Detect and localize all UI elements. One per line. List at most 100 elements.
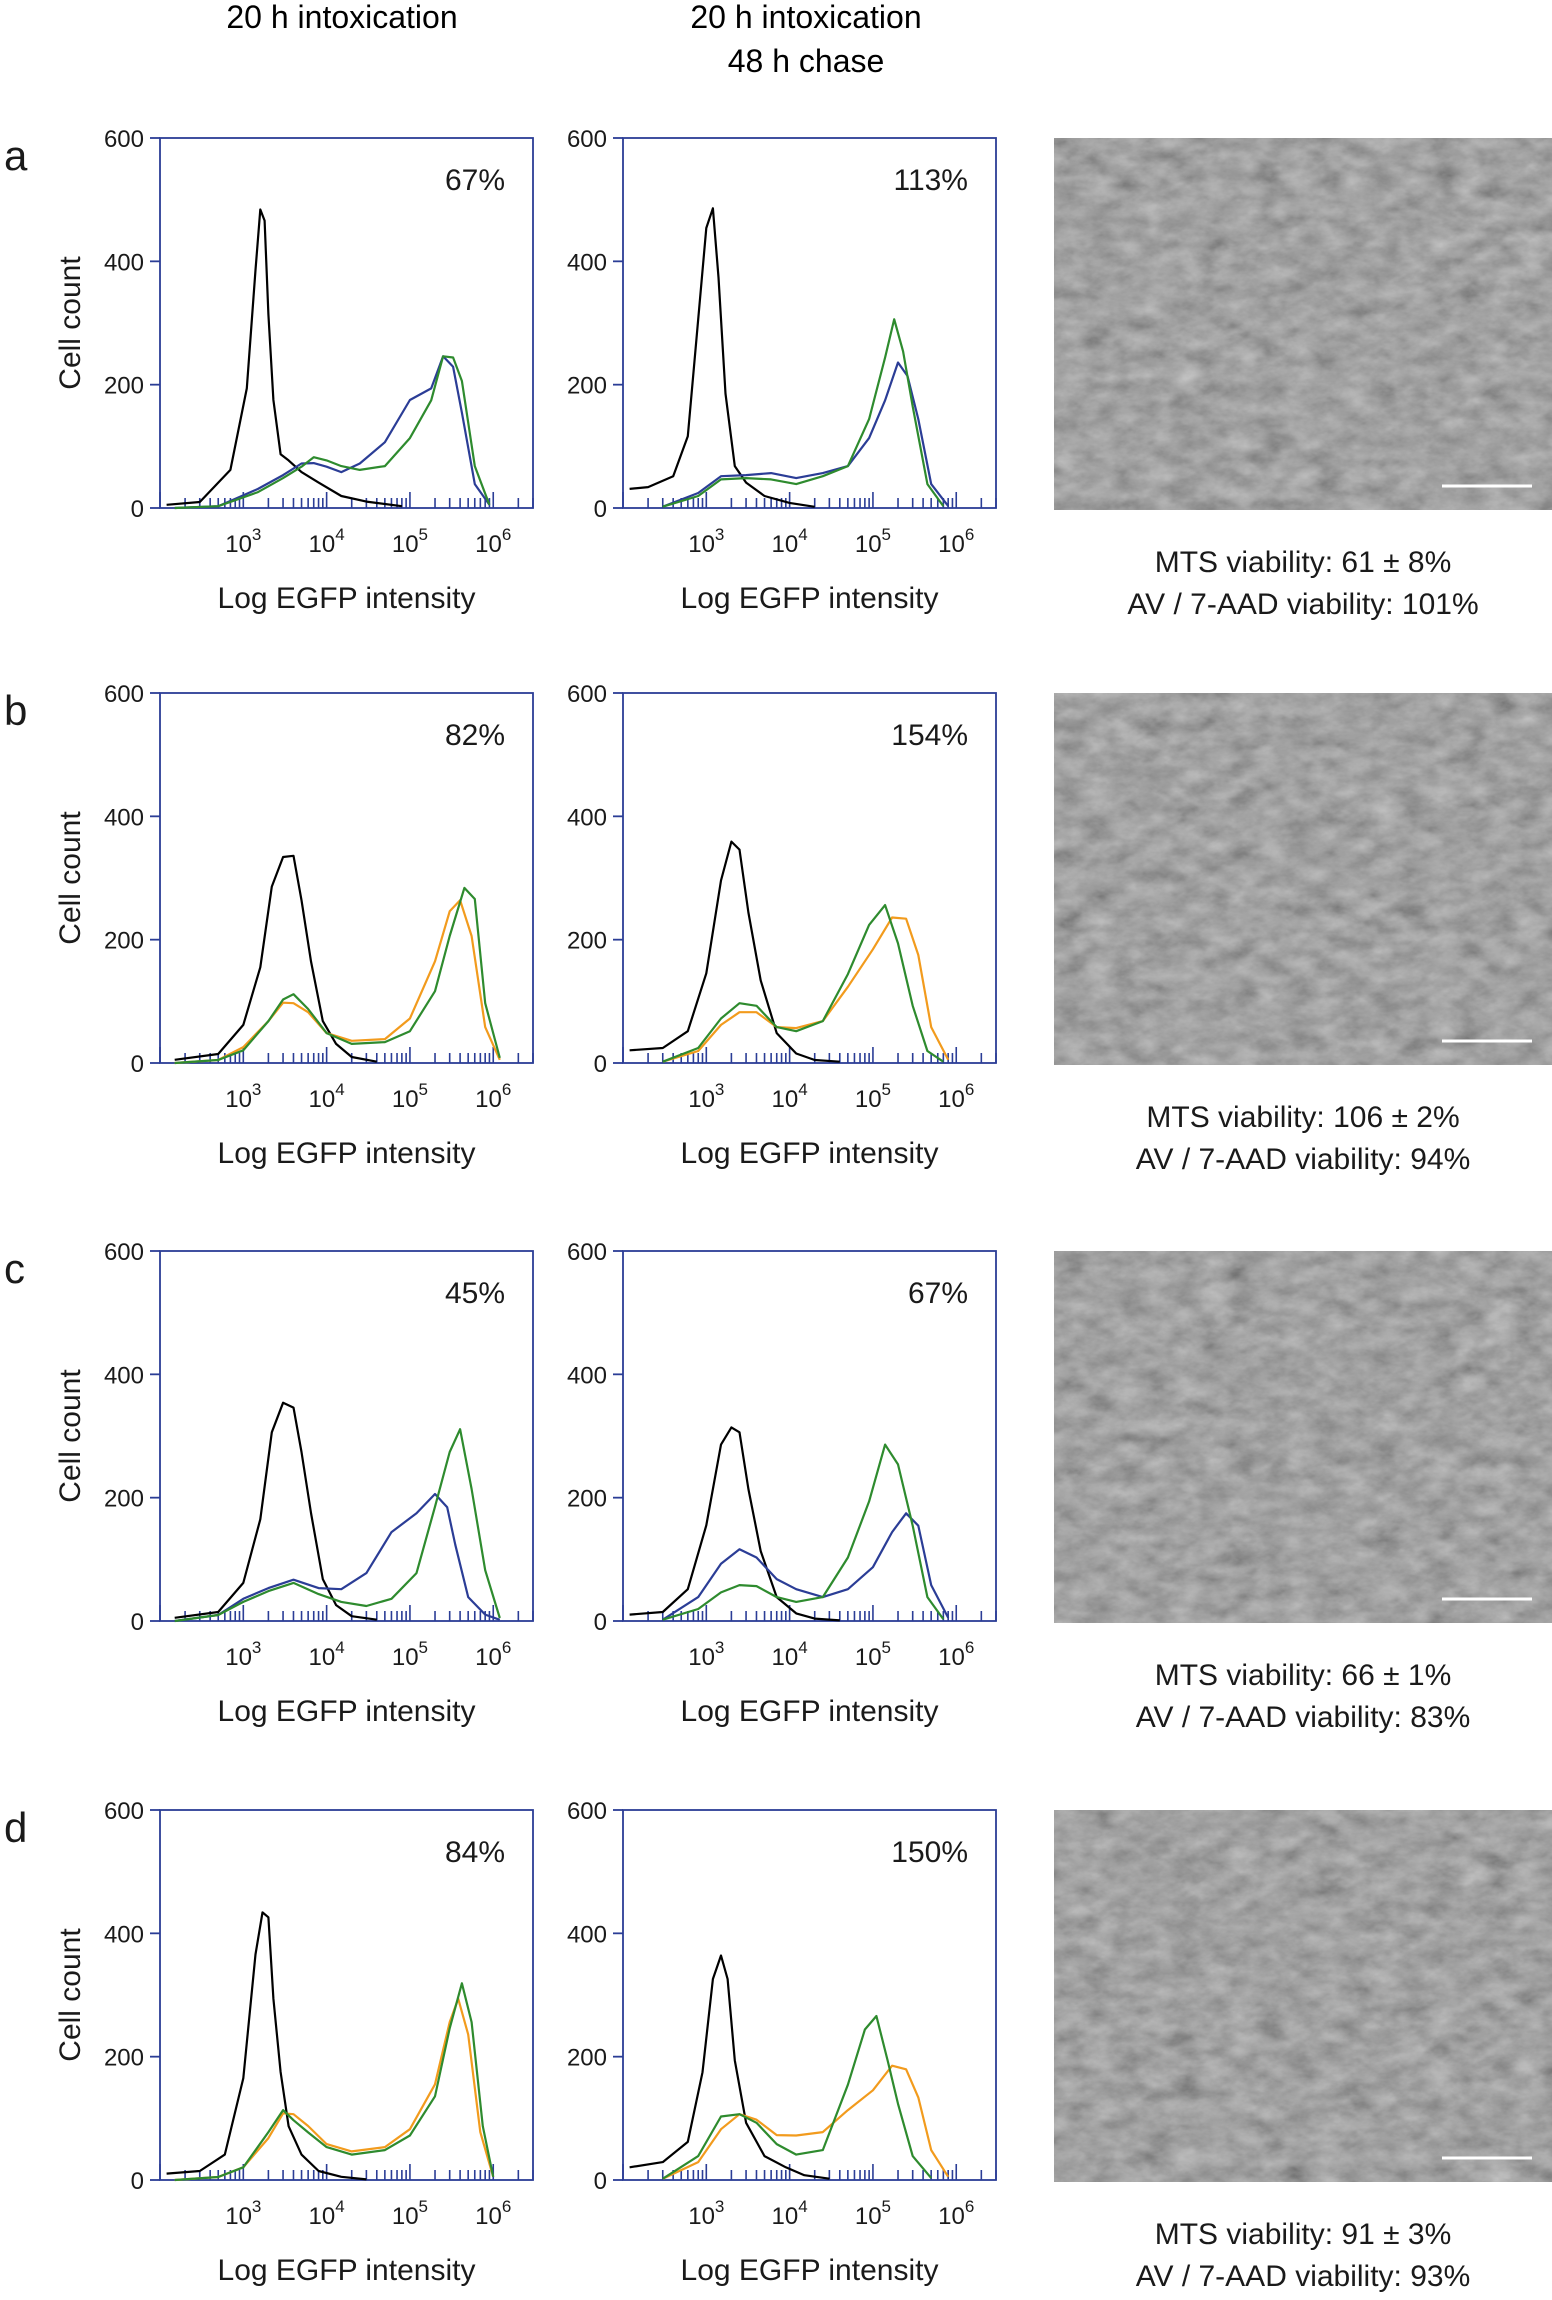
mts-viability-text: MTS viability: 61 ± 8% (1155, 546, 1452, 579)
column-header-2-line2: 48 h chase (728, 43, 885, 79)
y-axis-label: Cell count (54, 1369, 87, 1503)
y-axis-label: Cell count (54, 811, 87, 945)
x-tick-label: 103 (225, 525, 261, 558)
panel-letter-c: c (4, 1245, 25, 1292)
y-tick-label: 400 (104, 804, 144, 831)
x-tick-label: 105 (855, 1080, 891, 1113)
y-tick-label: 200 (567, 1486, 607, 1513)
series-line-3 (174, 1982, 495, 2182)
histogram-c-1: 0 200 400 600 103 104 105 106 Log EGFP intensity… (54, 1239, 534, 1728)
micrograph-texture (1054, 1810, 1552, 2182)
x-tick-label: 106 (938, 1638, 974, 1671)
micrograph-d (1054, 1810, 1552, 2182)
x-tick-label: 104 (772, 2197, 808, 2230)
column-header-1-line1: 20 h intoxication (226, 0, 457, 35)
plot-frame (159, 137, 534, 509)
micrograph-texture (1054, 138, 1552, 510)
x-tick-label: 104 (309, 2197, 345, 2230)
x-tick-label: 105 (855, 2197, 891, 2230)
av-7aad-viability-text: AV / 7-AAD viability: 93% (1136, 2260, 1471, 2293)
y-tick-label: 0 (131, 1609, 144, 1636)
x-tick-label: 104 (309, 1638, 345, 1671)
y-tick-label: 600 (567, 1239, 607, 1266)
y-tick-label: 0 (594, 496, 607, 523)
series-line-1 (174, 1401, 377, 1621)
percentage-annotation: 154% (891, 719, 968, 752)
series-line-1 (166, 1911, 367, 2181)
x-tick-label: 105 (855, 1638, 891, 1671)
x-tick-label: 105 (392, 525, 428, 558)
x-tick-label: 105 (392, 1080, 428, 1113)
percentage-annotation: 84% (445, 1836, 505, 1869)
x-tick-label: 106 (938, 2197, 974, 2230)
series-line-1 (174, 854, 378, 1063)
x-tick-label: 106 (475, 525, 511, 558)
x-tick-label: 106 (475, 2197, 511, 2230)
histogram-d-2: 0 200 400 600 103 104 105 106 Log EGFP intensity… (567, 1798, 997, 2287)
histogram-b-2: 0 200 400 600 103 104 105 106 Log EGFP intensity… (567, 681, 997, 1170)
plot-frame (622, 692, 997, 1064)
x-axis-label: Log EGFP intensity (218, 582, 476, 615)
mts-viability-text: MTS viability: 91 ± 3% (1155, 2218, 1452, 2251)
av-7aad-viability-text: AV / 7-AAD viability: 101% (1127, 588, 1478, 621)
x-tick-label: 106 (938, 1080, 974, 1113)
plot-frame (622, 137, 997, 509)
y-tick-label: 0 (131, 496, 144, 523)
panel-letter-b: b (4, 687, 27, 734)
y-tick-label: 200 (104, 928, 144, 955)
y-tick-label: 400 (104, 1921, 144, 1948)
x-tick-label: 104 (772, 1638, 808, 1671)
x-tick-label: 104 (309, 1080, 345, 1113)
y-tick-label: 0 (131, 1051, 144, 1078)
y-tick-label: 200 (567, 928, 607, 955)
histogram-b-1: 0 200 400 600 103 104 105 106 Log EGFP intensity… (54, 681, 534, 1170)
x-tick-label: 106 (475, 1080, 511, 1113)
x-tick-label: 103 (225, 1638, 261, 1671)
plot-frame (622, 1809, 997, 2181)
x-axis-label: Log EGFP intensity (218, 2254, 476, 2287)
x-tick-label: 105 (392, 2197, 428, 2230)
y-tick-label: 200 (567, 2045, 607, 2072)
y-tick-label: 600 (104, 1798, 144, 1825)
x-tick-label: 103 (225, 1080, 261, 1113)
series-line-2 (662, 2064, 950, 2180)
y-tick-label: 400 (567, 249, 607, 276)
x-axis-label: Log EGFP intensity (681, 2254, 939, 2287)
panel-letter-a: a (4, 132, 28, 179)
y-tick-label: 600 (567, 126, 607, 153)
series-line-2 (174, 355, 491, 510)
column-header-1: 20 h intoxication (226, 0, 457, 35)
series-line-1 (629, 1954, 830, 2180)
series-line-3 (174, 886, 501, 1065)
x-tick-label: 104 (772, 1080, 808, 1113)
y-tick-label: 200 (104, 373, 144, 400)
series-line-3 (662, 903, 944, 1063)
micrograph-c (1054, 1251, 1552, 1623)
micrograph-b (1054, 693, 1552, 1065)
column-header-2: 20 h intoxication 48 h chase (690, 0, 921, 79)
y-tick-label: 400 (567, 1362, 607, 1389)
plot-frame (622, 1250, 997, 1622)
y-tick-label: 400 (104, 249, 144, 276)
y-tick-label: 200 (104, 1486, 144, 1513)
histogram-c-2: 0 200 400 600 103 104 105 106 Log EGFP intensity… (567, 1239, 997, 1728)
y-tick-label: 400 (104, 1362, 144, 1389)
series-line-2 (174, 1997, 495, 2182)
x-tick-label: 103 (688, 1638, 724, 1671)
series-line-2 (174, 1492, 501, 1623)
x-tick-label: 103 (688, 1080, 724, 1113)
av-7aad-viability-text: AV / 7-AAD viability: 94% (1136, 1143, 1471, 1176)
histogram-a-2: 0 200 400 600 103 104 105 106 Log EGFP intensity… (567, 126, 997, 615)
y-tick-label: 600 (567, 681, 607, 708)
x-tick-label: 104 (309, 525, 345, 558)
av-7aad-viability-text: AV / 7-AAD viability: 83% (1136, 1701, 1471, 1734)
x-tick-label: 103 (225, 2197, 261, 2230)
x-axis-label: Log EGFP intensity (681, 1695, 939, 1728)
x-tick-label: 103 (688, 525, 724, 558)
histogram-a-1: 0 200 400 600 103 104 105 106 Log EGFP intensity… (54, 126, 534, 615)
series-line-1 (629, 207, 815, 508)
mts-viability-text: MTS viability: 106 ± 2% (1146, 1101, 1459, 1134)
series-line-3 (662, 318, 945, 508)
x-tick-label: 104 (772, 525, 808, 558)
